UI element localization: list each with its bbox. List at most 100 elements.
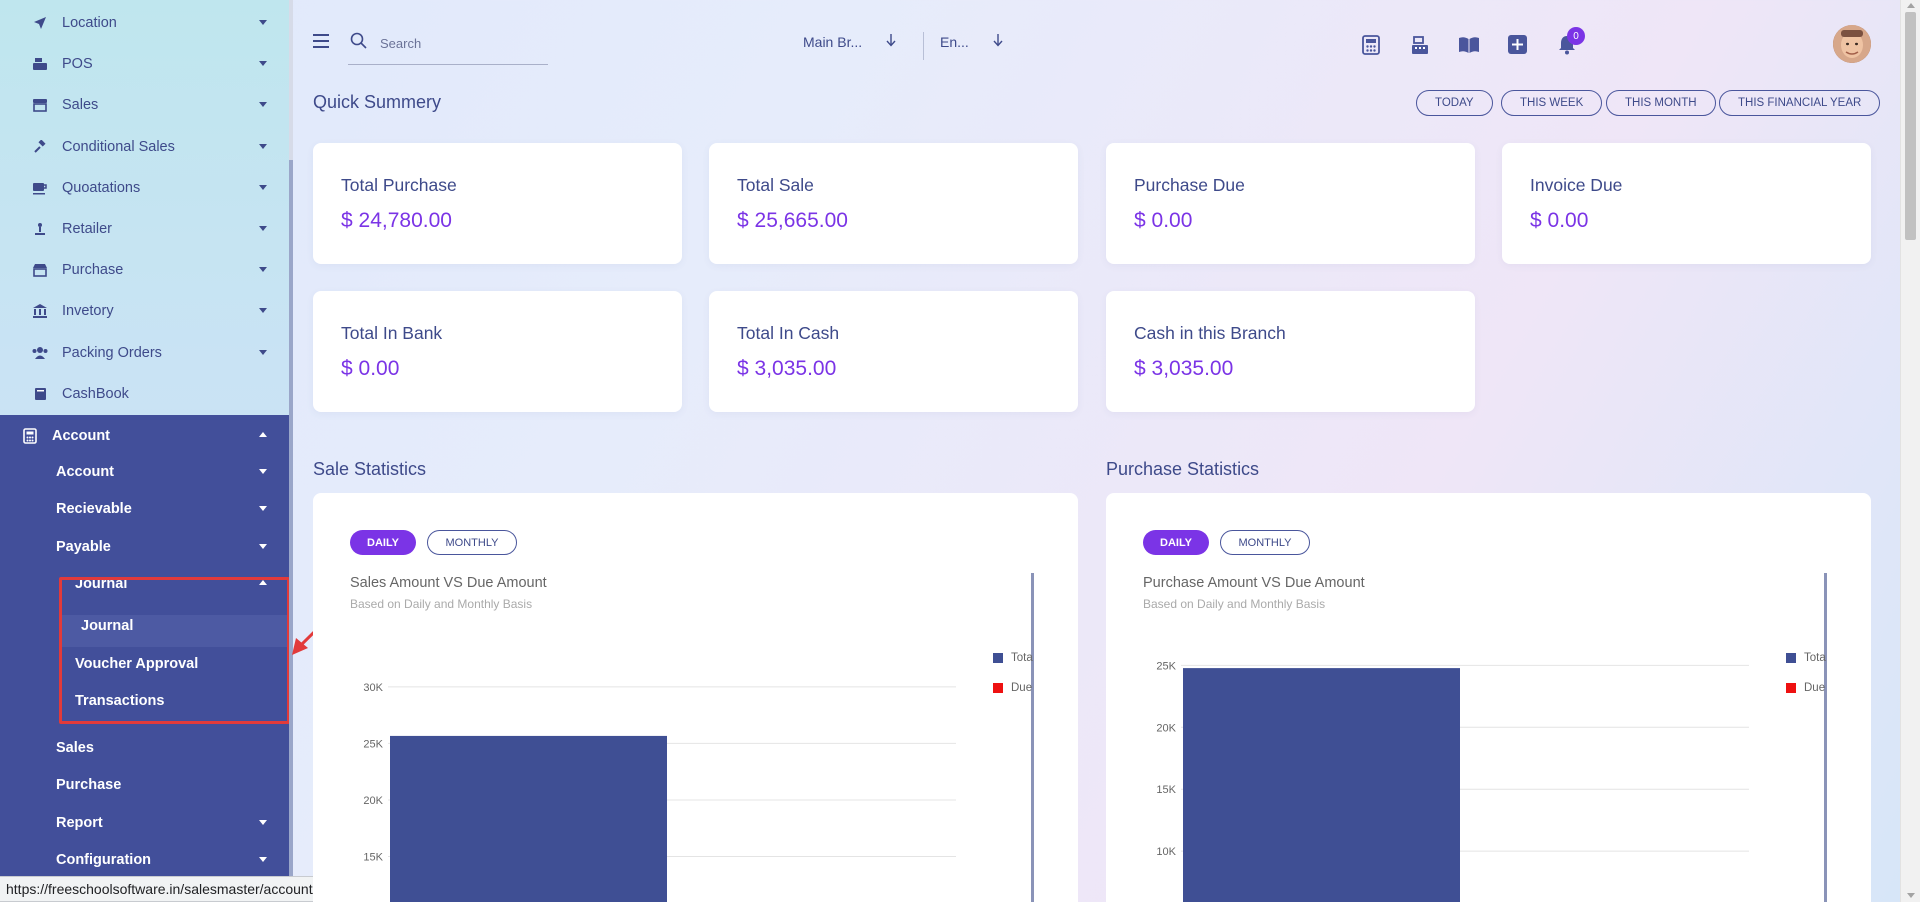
account-menu: Account Account Recievable Payable Journ… xyxy=(0,415,290,902)
chart-title: Sales Amount VS Due Amount xyxy=(350,575,547,591)
sidebar-item-sales[interactable]: Sales xyxy=(0,84,289,125)
purchase-statistics-card: DAILY MONTHLY Purchase Amount VS Due Amo… xyxy=(1106,493,1871,902)
tab-monthly[interactable]: MONTHLY xyxy=(1220,530,1310,555)
retailer-icon xyxy=(30,219,50,239)
tab-daily[interactable]: DAILY xyxy=(1143,530,1209,555)
summary-card-label: Total In Bank xyxy=(341,323,443,343)
sidebar-item-label: Journal xyxy=(81,618,134,634)
bar-total[interactable] xyxy=(390,735,667,902)
sidebar-item-label: Voucher Approval xyxy=(75,656,199,672)
user-avatar[interactable] xyxy=(1833,25,1871,63)
legend-item-total[interactable]: Tota xyxy=(993,652,1033,664)
scroll-up-icon[interactable] xyxy=(1907,3,1915,8)
sidebar-subitem-payable[interactable]: Payable xyxy=(0,526,289,567)
add-square-icon[interactable] xyxy=(1504,31,1531,58)
cash-register-icon[interactable] xyxy=(1406,31,1433,58)
book-open-icon[interactable] xyxy=(1455,31,1482,58)
language-dropdown[interactable]: En... xyxy=(940,34,1003,50)
y-tick-label: 15K xyxy=(363,851,383,863)
legend-label: Tota xyxy=(1011,652,1033,664)
notification-badge: 0 xyxy=(1567,27,1585,45)
sidebar-item-label: Purchase xyxy=(56,776,122,793)
sale-statistics-card: DAILY MONTHLY Sales Amount VS Due Amount… xyxy=(313,493,1078,902)
sidebar-item-invetory[interactable]: Invetory xyxy=(0,290,289,331)
tab-daily[interactable]: DAILY xyxy=(350,530,416,555)
main-scrollbar-thumb[interactable] xyxy=(1905,12,1916,240)
sidebar-item-retailer[interactable]: Retailer xyxy=(0,208,289,249)
sidebar-subitem-sales[interactable]: Sales xyxy=(0,727,289,768)
shop-icon xyxy=(30,260,50,280)
bar-total[interactable] xyxy=(1183,668,1460,902)
coffee-icon xyxy=(30,178,50,198)
summary-card-label: Cash in this Branch xyxy=(1134,323,1286,343)
sidebar-subitem-configuration[interactable]: Configuration xyxy=(0,839,289,880)
chevron-down-icon xyxy=(259,544,267,549)
users-icon xyxy=(30,343,50,363)
chevron-down-icon xyxy=(259,267,267,272)
sale-statistics-title: Sale Statistics xyxy=(313,459,427,479)
sidebar-scrollbar-thumb[interactable] xyxy=(289,160,293,900)
notification-bell-icon[interactable]: 0 xyxy=(1553,27,1585,58)
sidebar-subitem-account[interactable]: Account xyxy=(0,451,289,492)
sidebar-item-quoatations[interactable]: Quoatations xyxy=(0,167,289,208)
topbar-actions: 0 xyxy=(1357,27,1585,58)
purchase-statistics-title: Purchase Statistics xyxy=(1106,459,1260,479)
sidebar-item-cashbook[interactable]: CashBook xyxy=(0,373,289,414)
sidebar-item-packing-orders[interactable]: Packing Orders xyxy=(0,332,289,373)
chevron-down-icon xyxy=(259,226,267,231)
sidebar-item-account[interactable]: Account xyxy=(0,415,289,456)
filter-today-button[interactable]: TODAY xyxy=(1416,90,1493,116)
filter-this-week-button[interactable]: THIS WEEK xyxy=(1501,90,1603,116)
sidebar-subitem-journal[interactable]: Journal xyxy=(0,610,289,642)
search-input[interactable] xyxy=(380,32,540,54)
tab-monthly[interactable]: MONTHLY xyxy=(427,530,517,555)
sidebar-item-purchase[interactable]: Purchase xyxy=(0,249,289,290)
chevron-down-icon xyxy=(259,102,267,107)
sidebar-subitem-purchase[interactable]: Purchase xyxy=(0,764,289,805)
chevron-down-icon xyxy=(259,506,267,511)
legend-item-due[interactable]: Due xyxy=(993,682,1032,694)
y-tick-label: 25K xyxy=(363,738,383,750)
chevron-down-icon xyxy=(259,20,267,25)
y-tick-label: 20K xyxy=(1156,722,1176,734)
chevron-up-icon xyxy=(259,432,267,437)
sidebar-item-label: Purchase xyxy=(62,261,124,278)
calculator-icon[interactable] xyxy=(1357,31,1384,58)
summary-card-cash-in-this-branch: Cash in this Branch $ 3,035.00 xyxy=(1106,291,1475,412)
sidebar-item-label: Conditional Sales xyxy=(62,138,175,155)
sidebar-item-pos[interactable]: POS xyxy=(0,43,289,84)
hamburger-menu-icon[interactable] xyxy=(313,34,329,53)
arrow-down-icon xyxy=(886,34,896,50)
legend-label: Due xyxy=(1804,682,1826,694)
sidebar: Location POS Sales Conditional Sales Quoatat… xyxy=(0,0,290,902)
filter-this-month-button[interactable]: THIS MONTH xyxy=(1606,90,1716,116)
sidebar-item-label: Payable xyxy=(56,538,111,555)
highlight-annotation-box xyxy=(59,577,290,724)
sale-bar-chart: 30K 25K 20K 15K xyxy=(363,682,956,902)
summary-card-value: $ 24,780.00 xyxy=(341,209,452,232)
language-select-value: En... xyxy=(940,34,969,50)
sidebar-subitem-transactions[interactable]: Transactions xyxy=(0,685,289,717)
scroll-down-icon[interactable] xyxy=(1907,893,1915,898)
chevron-down-icon xyxy=(259,308,267,313)
search-icon xyxy=(350,32,367,54)
sidebar-subitem-recievable[interactable]: Recievable xyxy=(0,488,289,529)
summary-card-total-sale: Total Sale $ 25,665.00 xyxy=(709,143,1078,264)
chevron-down-icon xyxy=(259,144,267,149)
branch-dropdown[interactable]: Main Br... xyxy=(803,34,896,50)
sidebar-item-label: CashBook xyxy=(62,385,129,402)
y-tick-label: 15K xyxy=(1156,784,1176,796)
sidebar-item-conditional-sales[interactable]: Conditional Sales xyxy=(0,126,289,167)
y-tick-label: 30K xyxy=(363,682,383,694)
filter-this-financial-year-button[interactable]: THIS FINANCIAL YEAR xyxy=(1719,90,1881,116)
sidebar-item-label: Sales xyxy=(62,96,99,113)
legend-item-due[interactable]: Due xyxy=(1786,682,1825,694)
summary-card-purchase-due: Purchase Due $ 0.00 xyxy=(1106,143,1475,264)
sidebar-subitem-report[interactable]: Report xyxy=(0,802,289,843)
summary-card-value: $ 3,035.00 xyxy=(1134,357,1234,380)
sidebar-subitem-voucher-approval[interactable]: Voucher Approval xyxy=(0,648,289,680)
legend-item-total[interactable]: Tota xyxy=(1786,652,1826,664)
sidebar-item-location[interactable]: Location xyxy=(0,2,289,43)
main-scrollbar[interactable] xyxy=(1900,0,1920,902)
summary-card-value: $ 3,035.00 xyxy=(737,357,837,380)
